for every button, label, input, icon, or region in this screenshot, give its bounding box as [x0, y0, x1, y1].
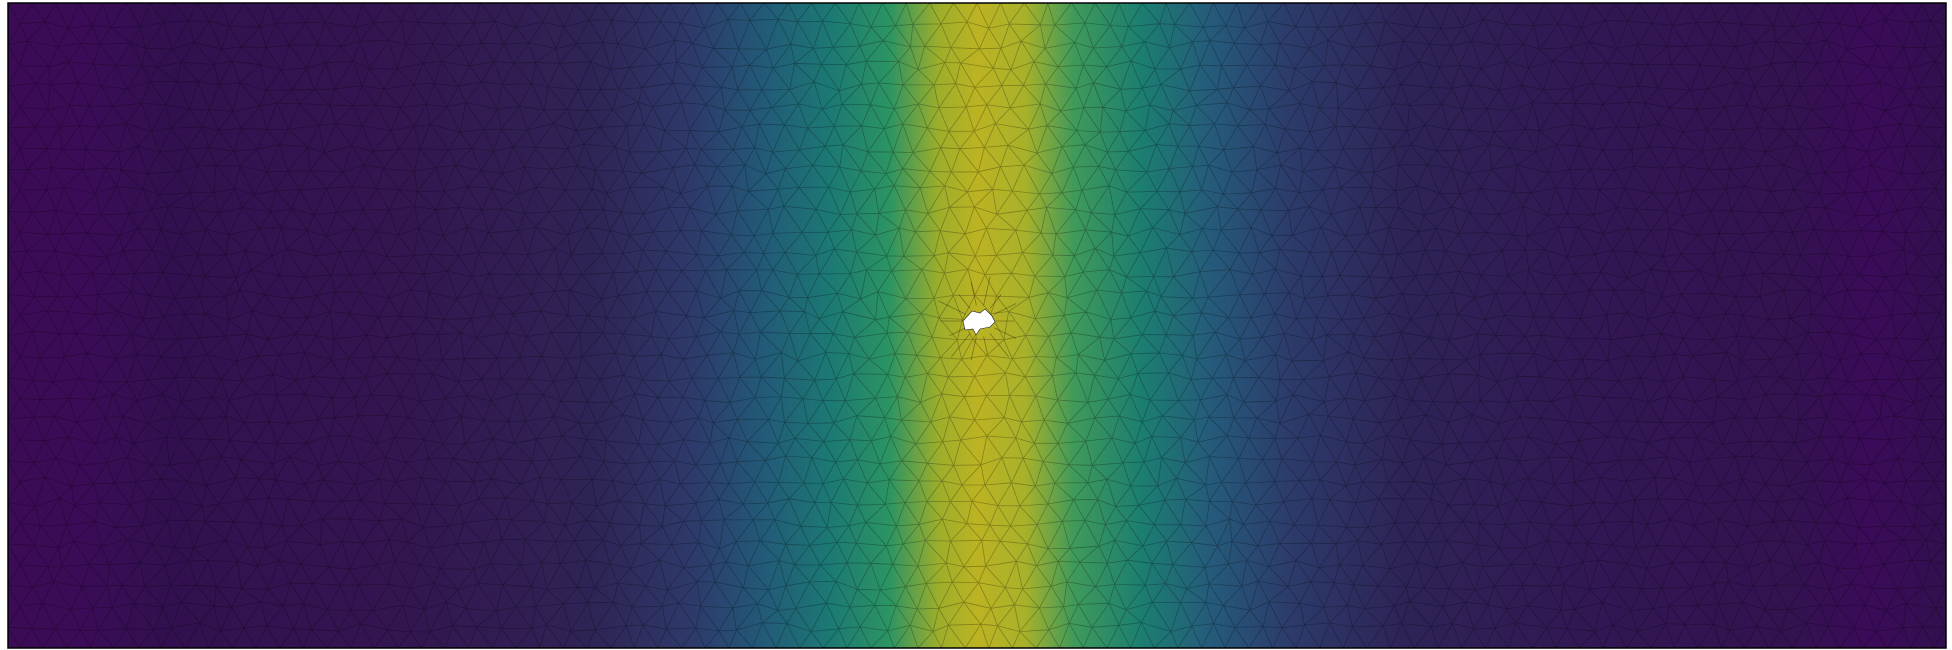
mesh-plot [0, 0, 1952, 650]
